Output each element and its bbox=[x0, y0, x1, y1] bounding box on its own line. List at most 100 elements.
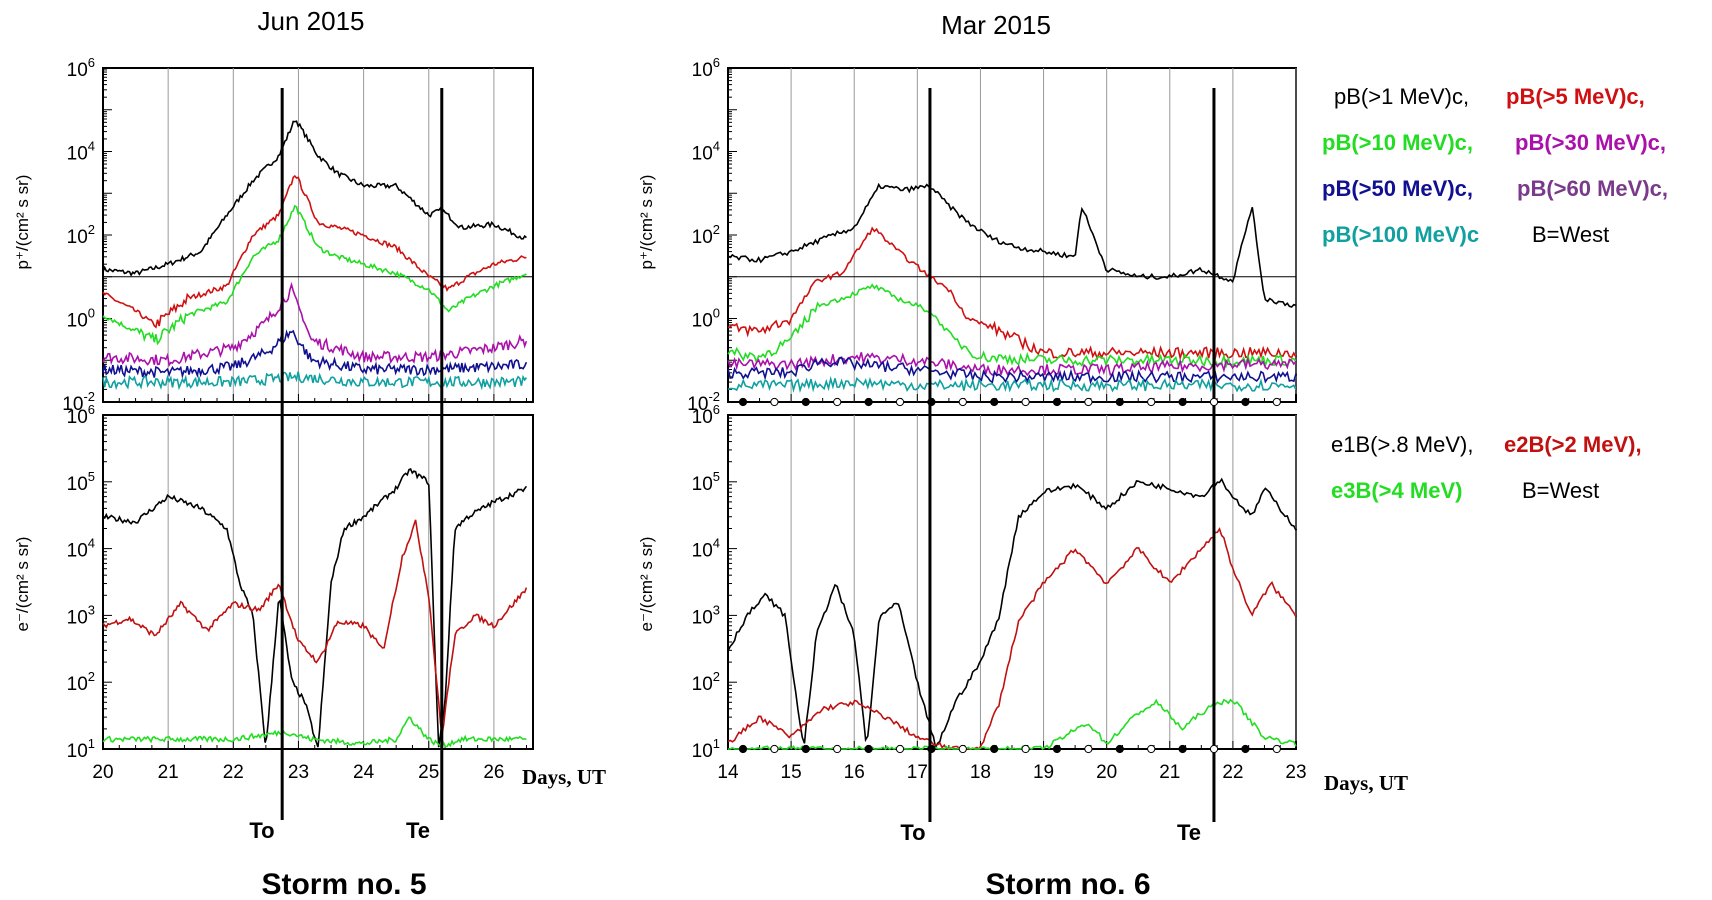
legend-entry: B=West bbox=[1522, 478, 1599, 503]
orbit-marker bbox=[1115, 744, 1124, 754]
series-pb-100-mev-c bbox=[727, 375, 1297, 394]
electron-legend: e1B(>.8 MeV), e2B(>2 MeV), e3B(>4 MeV) B=We… bbox=[1331, 432, 1642, 503]
y-tick-label: 101 bbox=[67, 736, 95, 762]
orbit-marker bbox=[895, 397, 905, 407]
series-pb-50-mev-c bbox=[102, 329, 528, 380]
legend-entry: B=West bbox=[1532, 222, 1609, 247]
orbit-marker bbox=[958, 744, 967, 754]
plot-frame bbox=[727, 414, 1297, 750]
proton-legend: pB(>1 MeV)c, pB(>5 MeV)c, pB(>10 MeV)c, pB(… bbox=[1322, 84, 1668, 247]
y-tick-label: 102 bbox=[692, 222, 720, 248]
orbit-marker bbox=[1178, 744, 1187, 754]
orbit-marker bbox=[1178, 397, 1187, 407]
y-tick-label: 104 bbox=[67, 139, 95, 165]
y-tick-label: 103 bbox=[692, 602, 720, 628]
y-tick-label: 103 bbox=[67, 602, 95, 628]
left-x-tick-labels: 20 21 22 23 24 25 26 bbox=[92, 762, 504, 783]
right-electron-ylabel: e⁻/(cm² s sr) bbox=[637, 537, 656, 632]
left-proton-y-ticks: 106 104 102 100 10-2 bbox=[62, 55, 95, 415]
legend-entry: pB(>1 MeV)c, bbox=[1334, 84, 1469, 109]
orbit-marker bbox=[801, 397, 810, 407]
x-tick-label: 16 bbox=[844, 762, 865, 783]
legend-entry: pB(>5 MeV)c, bbox=[1506, 84, 1645, 109]
left-storm-label: Storm no. 5 bbox=[261, 868, 426, 900]
x-tick-label: 17 bbox=[907, 762, 928, 783]
y-tick-label: 102 bbox=[67, 669, 95, 695]
orbit-marker bbox=[1052, 744, 1062, 754]
y-tick-label: 106 bbox=[692, 55, 720, 81]
orbit-marker bbox=[770, 744, 779, 754]
series-pb-1-mev-c bbox=[727, 182, 1297, 308]
orbit-marker bbox=[1147, 744, 1156, 754]
orbit-marker bbox=[1084, 397, 1093, 407]
y-tick-label: 100 bbox=[67, 306, 95, 332]
orbit-marker bbox=[927, 397, 936, 407]
right-te-label: Te bbox=[1177, 820, 1201, 845]
series-pb-1-mev-c bbox=[102, 120, 527, 277]
orbit-marker bbox=[1209, 744, 1219, 754]
x-tick-label: 23 bbox=[1285, 762, 1306, 783]
orbit-marker bbox=[864, 744, 873, 754]
y-tick-label: 101 bbox=[692, 736, 720, 762]
y-tick-label: 105 bbox=[692, 469, 720, 495]
left-electron-plot bbox=[102, 414, 534, 750]
x-tick-label: 24 bbox=[353, 762, 375, 783]
right-to-label: To bbox=[900, 820, 925, 845]
legend-entry: pB(>60 MeV)c, bbox=[1517, 176, 1668, 201]
legend-entry: e1B(>.8 MeV), bbox=[1331, 432, 1473, 457]
left-proton-ylabel: p⁺/(cm² s sr) bbox=[13, 175, 32, 270]
left-days-label: Days, UT bbox=[522, 765, 606, 789]
y-tick-label: 106 bbox=[67, 55, 95, 81]
orbit-marker bbox=[1052, 397, 1062, 407]
orbit-marker bbox=[864, 397, 873, 407]
y-tick-label: 10-2 bbox=[62, 389, 95, 415]
series-pb-30-mev-c bbox=[102, 281, 528, 367]
orbit-marker bbox=[833, 397, 842, 407]
series-e3b-4-mev- bbox=[102, 716, 527, 749]
y-tick-label: 106 bbox=[67, 402, 95, 428]
series-pb-100-mev-c bbox=[102, 371, 528, 391]
legend-entry: pB(>10 MeV)c, bbox=[1322, 130, 1473, 155]
orbit-marker bbox=[1241, 744, 1250, 754]
plot-frame bbox=[102, 67, 534, 403]
legend-entry: pB(>100 MeV)c bbox=[1322, 222, 1479, 247]
series-e2b-2-mev- bbox=[727, 527, 1297, 751]
x-tick-label: 18 bbox=[970, 762, 991, 783]
y-tick-label: 100 bbox=[692, 306, 720, 332]
x-tick-label: 20 bbox=[92, 762, 113, 783]
x-tick-label: 21 bbox=[1159, 762, 1180, 783]
y-tick-label: 102 bbox=[67, 222, 95, 248]
y-tick-label: 105 bbox=[67, 469, 95, 495]
right-electron-y-ticks: 106 105 104 103 102 101 bbox=[692, 402, 720, 762]
left-electron-y-ticks: 106 105 104 103 102 101 bbox=[67, 402, 95, 762]
orbit-marker bbox=[1115, 397, 1124, 407]
right-days-label: Days, UT bbox=[1324, 771, 1408, 795]
y-tick-label: 102 bbox=[692, 669, 720, 695]
orbit-marker bbox=[990, 397, 999, 407]
orbit-marker bbox=[770, 397, 779, 407]
series-e1b-8-mev- bbox=[102, 467, 528, 748]
orbit-marker bbox=[1021, 397, 1030, 407]
series-pb-10-mev-c bbox=[727, 283, 1297, 369]
left-electron-ylabel: e⁻/(cm² s sr) bbox=[13, 537, 32, 632]
orbit-marker bbox=[927, 744, 936, 754]
x-tick-label: 22 bbox=[223, 762, 244, 783]
orbit-marker bbox=[1021, 744, 1030, 754]
left-to-label: To bbox=[249, 818, 274, 843]
legend-entry: e2B(>2 MeV), bbox=[1504, 432, 1642, 457]
left-proton-plot bbox=[102, 67, 534, 820]
x-tick-label: 22 bbox=[1222, 762, 1243, 783]
orbit-marker bbox=[1209, 397, 1219, 407]
orbit-marker bbox=[738, 744, 748, 754]
y-tick-label: 104 bbox=[692, 536, 720, 562]
right-x-tick-labels: 14 15 16 17 18 19 20 21 22 23 bbox=[717, 762, 1306, 783]
x-tick-label: 25 bbox=[418, 762, 439, 783]
x-tick-label: 23 bbox=[288, 762, 309, 783]
series-pb-5-mev-c bbox=[727, 226, 1297, 362]
right-proton-y-ticks: 106 104 102 100 10-2 bbox=[687, 55, 720, 415]
x-tick-label: 14 bbox=[717, 762, 739, 783]
right-storm-label: Storm no. 6 bbox=[985, 868, 1150, 900]
orbit-marker bbox=[833, 744, 842, 754]
y-tick-label: 104 bbox=[67, 536, 95, 562]
